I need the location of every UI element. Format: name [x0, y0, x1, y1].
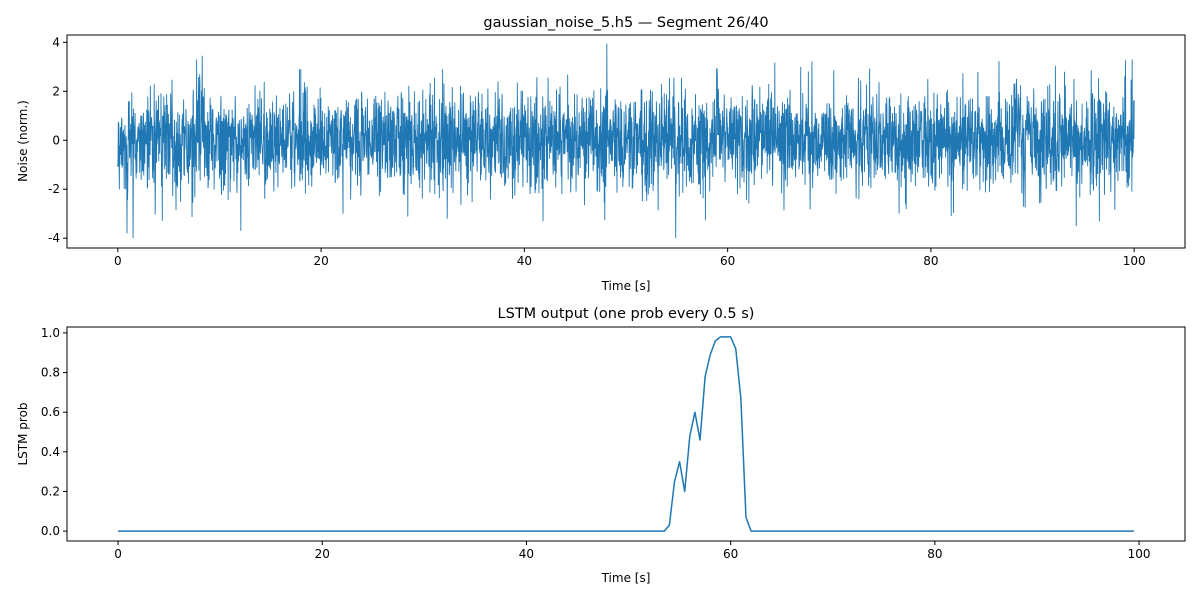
- noise-x-tick-label: 60: [720, 254, 735, 268]
- noise-x-axis-label: Time [s]: [601, 279, 651, 293]
- lstm-y-tick-label: 0.8: [41, 366, 60, 380]
- lstm-y-tick-label: 0.2: [41, 484, 60, 498]
- lstm-x-ticks: 0 20 40 60 80 100: [114, 541, 1151, 561]
- noise-series-path: [117, 43, 1135, 239]
- noise-y-tick-label: 2: [52, 84, 60, 98]
- lstm-y-axis-label: LSTM prob: [16, 402, 30, 465]
- noise-x-tick-label: 40: [517, 254, 532, 268]
- lstm-series-line: [118, 336, 1134, 532]
- lstm-chart: LSTM output (one prob every 0.5 s) 0 20 40…: [16, 306, 1186, 585]
- lstm-axes-frame: [66, 326, 1186, 542]
- noise-axes-frame: [66, 34, 1186, 249]
- lstm-x-tick-label: 20: [315, 547, 330, 561]
- noise-y-tick-label: 0: [52, 133, 60, 147]
- lstm-y-ticks: 0.0 0.2 0.4 0.6 0.8 1.0: [41, 326, 67, 538]
- noise-x-tick-label: 0: [114, 254, 122, 268]
- noise-y-axis-label: Noise (norm.): [16, 100, 30, 182]
- noise-x-ticks: 0 20 40 60 80 100: [114, 248, 1146, 268]
- noise-x-tick-label: 100: [1123, 254, 1146, 268]
- noise-x-tick-label: 80: [923, 254, 938, 268]
- lstm-chart-title: LSTM output (one prob every 0.5 s): [498, 306, 755, 322]
- noise-x-tick-label: 20: [313, 254, 328, 268]
- lstm-y-tick-label: 1.0: [41, 326, 60, 340]
- noise-y-tick-label: -2: [48, 182, 60, 196]
- noise-y-tick-label: -4: [48, 231, 60, 245]
- lstm-x-tick-label: 100: [1128, 547, 1151, 561]
- noise-series-line: [117, 43, 1135, 239]
- lstm-x-tick-label: 0: [114, 547, 122, 561]
- lstm-y-tick-label: 0.4: [41, 445, 60, 459]
- lstm-y-tick-label: 0.0: [41, 524, 60, 538]
- noise-y-ticks: -4 -2 0 2 4: [48, 35, 67, 245]
- lstm-x-tick-label: 80: [927, 547, 942, 561]
- noise-y-tick-label: 4: [52, 35, 60, 49]
- lstm-x-tick-label: 60: [723, 547, 738, 561]
- lstm-x-tick-label: 40: [519, 547, 534, 561]
- lstm-series-path: [118, 336, 1134, 532]
- noise-chart-title: gaussian_noise_5.h5 — Segment 26/40: [483, 15, 768, 31]
- noise-chart: gaussian_noise_5.h5 — Segment 26/40 0 20 4…: [16, 15, 1186, 293]
- lstm-x-axis-label: Time [s]: [601, 571, 651, 585]
- lstm-y-tick-label: 0.6: [41, 405, 60, 419]
